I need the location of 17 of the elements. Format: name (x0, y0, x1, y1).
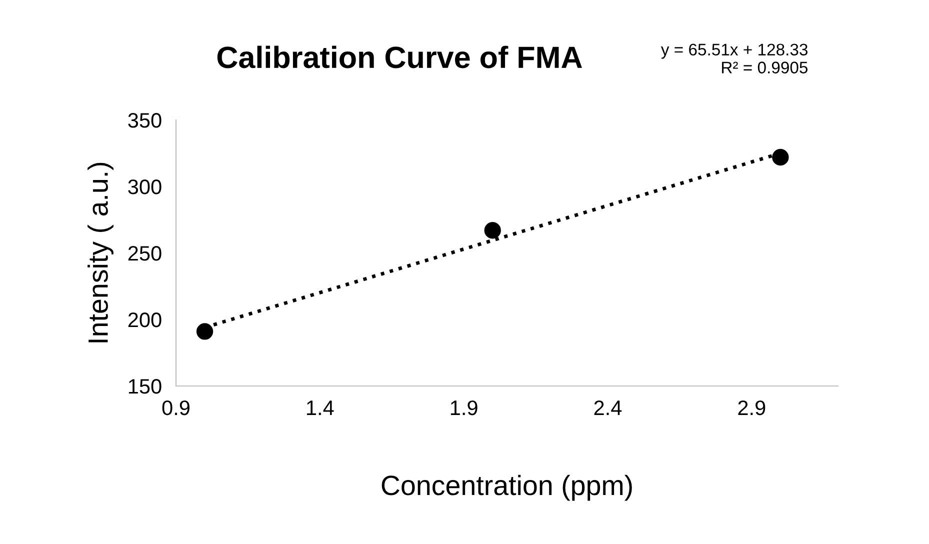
x-tick-label: 1.4 (307, 400, 334, 415)
text: y = 65.51x + 128.33 R² = 0.9905 (660, 44, 808, 74)
chart-title: Calibration Curve of FMA (217, 46, 582, 68)
point (196, 323, 214, 340)
point (484, 222, 501, 239)
y-tick-label: 200 (128, 312, 162, 328)
y-tick-label: 250 (128, 246, 162, 261)
point (772, 148, 789, 166)
y-tick-label: 150 (128, 379, 162, 394)
y-axis-title: Intensity ( a.u.) (88, 162, 114, 342)
y-tick-label: 350 (128, 113, 162, 128)
y-tick-label: 300 (128, 180, 162, 194)
x-tick-label: 2.9 (738, 400, 766, 416)
x-axis-title: Concentration (ppm) (382, 474, 632, 501)
x-tick-label: 2.4 (594, 400, 622, 415)
x-tick-label: 1.9 (450, 400, 478, 416)
x-tick-label: 0.9 (162, 400, 190, 416)
